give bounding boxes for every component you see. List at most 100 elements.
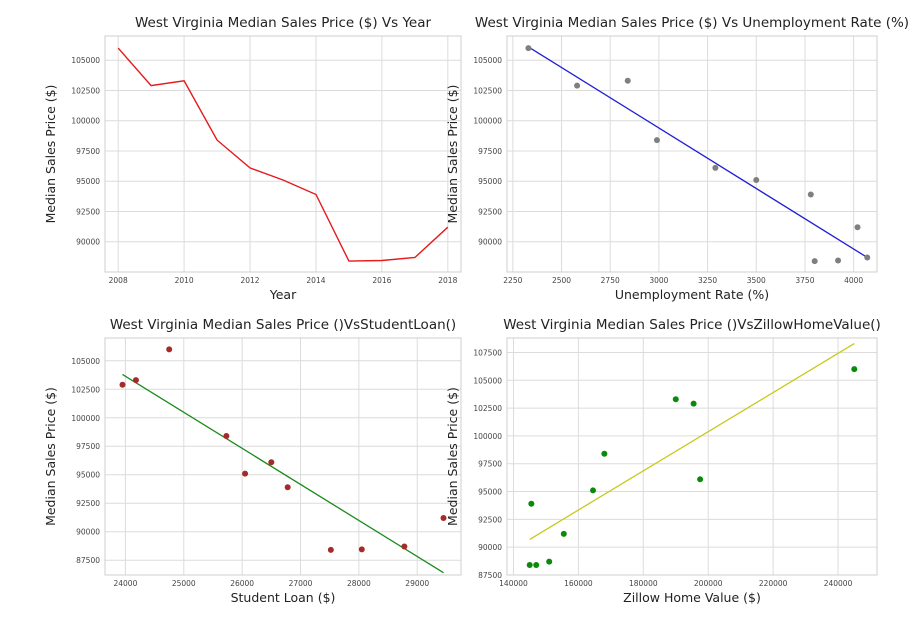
data-point [697, 476, 704, 483]
data-point [284, 484, 291, 491]
data-point [712, 164, 719, 171]
data-point [166, 346, 173, 353]
chart-panel-2: 2250 2500 2750 3000 3250 3500 3750 4000 90000 925… [445, 15, 909, 302]
data-point [533, 561, 540, 568]
x-tick-label: 200000 [694, 579, 723, 588]
y-tick-label: 97500 [76, 147, 100, 156]
data-point [574, 82, 581, 89]
data-point [546, 558, 553, 565]
x-tick-label: 2016 [372, 276, 391, 285]
data-point [119, 381, 126, 388]
data-point [528, 500, 535, 507]
data-point [358, 546, 365, 553]
x-tick-label: 3500 [747, 276, 766, 285]
x-tick-label: 2500 [552, 276, 571, 285]
y-tick-label: 100000 [71, 414, 100, 423]
x-tick-label: 2250 [503, 276, 522, 285]
data-point [327, 546, 334, 553]
x-tick-label: 27000 [289, 579, 313, 588]
y-tick-label: 87500 [478, 571, 502, 580]
x-tick-label: 2008 [109, 276, 128, 285]
chart-title: West Virginia Median Sales Price ()VsStu… [110, 317, 456, 333]
x-axis-label: Student Loan ($) [231, 590, 336, 605]
data-point [590, 487, 597, 494]
x-tick-label: 3250 [698, 276, 717, 285]
x-tick-label: 2750 [601, 276, 620, 285]
y-tick-label: 92500 [478, 207, 502, 216]
regression-line [528, 46, 868, 259]
x-tick-label: 160000 [564, 579, 593, 588]
x-tick-label: 26000 [230, 579, 254, 588]
data-point [835, 257, 842, 264]
y-axis-label: Median Sales Price ($) [43, 85, 58, 224]
data-point [526, 561, 533, 568]
regression-line [529, 343, 855, 540]
x-tick-label: 180000 [629, 579, 658, 588]
y-tick-label: 100000 [71, 117, 100, 126]
y-tick-label: 102500 [473, 404, 502, 413]
chart-title: West Virginia Median Sales Price ($) Vs … [475, 15, 909, 31]
y-axis-label: Median Sales Price ($) [445, 85, 460, 224]
data-point [401, 543, 408, 550]
x-tick-label: 140000 [499, 579, 528, 588]
data-point [653, 137, 660, 144]
x-tick-label: 25000 [172, 579, 196, 588]
x-tick-label: 29000 [405, 579, 429, 588]
plot-frame [506, 337, 878, 576]
chart-title: West Virginia Median Sales Price ()VsZil… [503, 317, 881, 333]
data-point [242, 470, 249, 477]
y-tick-label: 102500 [71, 86, 100, 95]
y-tick-label: 92500 [76, 207, 100, 216]
y-tick-label: 90000 [76, 528, 100, 537]
plot-area [507, 36, 877, 272]
data-point [560, 530, 567, 537]
chart-panel-1: 2008 2010 2012 2014 2016 2018 90000 92500 95000 9… [43, 15, 462, 302]
x-axis-label: Year [269, 287, 297, 302]
y-tick-label: 95000 [478, 177, 502, 186]
plot-frame [104, 35, 462, 273]
x-tick-label: 3000 [649, 276, 668, 285]
y-tick-label: 100000 [473, 117, 502, 126]
x-tick-label: 220000 [759, 579, 788, 588]
data-point [864, 254, 871, 261]
x-tick-label: 2012 [240, 276, 259, 285]
plot-area [507, 338, 877, 575]
x-tick-label: 3750 [795, 276, 814, 285]
data-point [690, 400, 697, 407]
data-point [807, 191, 814, 198]
y-tick-label: 95000 [76, 177, 100, 186]
y-tick-label: 97500 [478, 147, 502, 156]
y-tick-label: 95000 [76, 471, 100, 480]
data-point [440, 515, 447, 522]
x-tick-label: 4000 [844, 276, 863, 285]
y-tick-label: 90000 [76, 238, 100, 247]
data-point [811, 258, 818, 265]
y-tick-label: 102500 [473, 86, 502, 95]
chart-panel-4: 140000 160000 180000 200000 220000 240000 8750… [445, 317, 881, 605]
y-tick-label: 100000 [473, 432, 502, 441]
x-tick-label: 24000 [113, 579, 137, 588]
data-point [223, 432, 230, 439]
chart-title: West Virginia Median Sales Price ($) Vs … [135, 15, 432, 31]
y-tick-label: 105000 [473, 56, 502, 65]
series-line [117, 47, 449, 262]
data-point [525, 45, 532, 52]
y-axis-label: Median Sales Price ($) [43, 387, 58, 526]
x-axis-label: Zillow Home Value ($) [623, 590, 761, 605]
y-tick-label: 95000 [478, 488, 502, 497]
plot-area [105, 36, 461, 272]
y-tick-label: 102500 [71, 385, 100, 394]
y-tick-label: 105000 [71, 56, 100, 65]
data-point [601, 450, 608, 457]
y-tick-label: 92500 [478, 515, 502, 524]
data-point [851, 366, 858, 373]
x-tick-label: 28000 [347, 579, 371, 588]
y-tick-label: 105000 [71, 357, 100, 366]
plot-frame [506, 35, 878, 273]
x-tick-label: 2018 [438, 276, 457, 285]
y-tick-label: 90000 [478, 543, 502, 552]
regression-line [122, 373, 444, 574]
y-tick-label: 105000 [473, 376, 502, 385]
y-tick-label: 92500 [76, 499, 100, 508]
